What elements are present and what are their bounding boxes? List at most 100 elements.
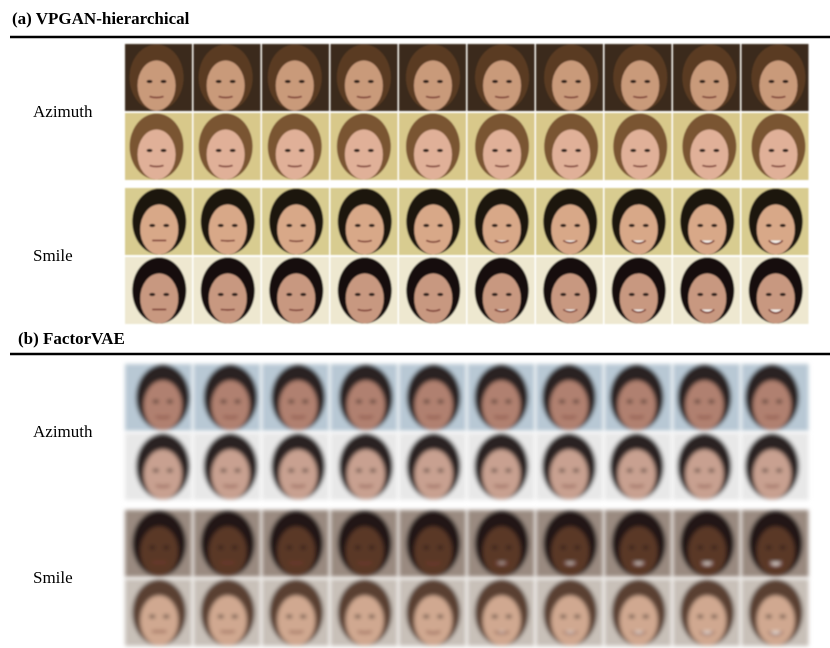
face-image bbox=[741, 188, 809, 255]
face-image bbox=[741, 579, 809, 646]
face-image bbox=[536, 113, 603, 180]
eye bbox=[713, 79, 720, 84]
face bbox=[685, 449, 724, 500]
mouth bbox=[494, 308, 510, 313]
eye bbox=[353, 79, 360, 84]
eye bbox=[422, 79, 429, 84]
mouth bbox=[494, 164, 510, 168]
eye bbox=[776, 468, 783, 473]
eye bbox=[437, 399, 444, 404]
eye bbox=[354, 292, 361, 297]
mouth bbox=[289, 561, 304, 565]
eye bbox=[630, 148, 637, 153]
eye bbox=[644, 148, 651, 153]
eye bbox=[782, 148, 789, 153]
face-image bbox=[330, 44, 398, 111]
face-image bbox=[330, 579, 398, 646]
eye bbox=[626, 399, 633, 404]
face bbox=[143, 380, 182, 431]
face bbox=[277, 204, 316, 255]
section-title: (a) VPGAN-hierarchical bbox=[12, 9, 190, 28]
row-label: Azimuth bbox=[33, 422, 93, 441]
eye bbox=[768, 79, 775, 84]
eye bbox=[779, 545, 786, 550]
eye bbox=[284, 148, 291, 153]
face-image bbox=[673, 113, 740, 180]
face bbox=[621, 129, 660, 180]
eye bbox=[423, 614, 430, 619]
mouth bbox=[562, 239, 578, 244]
face bbox=[275, 129, 314, 180]
eye bbox=[354, 614, 361, 619]
eye bbox=[166, 399, 173, 404]
face-image bbox=[536, 188, 603, 255]
face bbox=[756, 595, 795, 646]
face-image bbox=[467, 188, 535, 255]
eye bbox=[286, 292, 293, 297]
eye bbox=[284, 79, 291, 84]
eye bbox=[146, 79, 153, 84]
face-image bbox=[193, 510, 261, 577]
face-image bbox=[536, 257, 603, 324]
face bbox=[140, 595, 179, 646]
eye bbox=[492, 79, 499, 84]
eye bbox=[782, 79, 789, 84]
face-image bbox=[673, 433, 740, 500]
eye bbox=[711, 223, 718, 228]
eye bbox=[298, 79, 305, 84]
eye bbox=[559, 399, 566, 404]
eye bbox=[779, 614, 786, 619]
face-image bbox=[262, 188, 329, 255]
eye bbox=[354, 545, 361, 550]
mouth bbox=[291, 484, 306, 488]
face-image bbox=[741, 364, 809, 431]
mouth bbox=[425, 308, 441, 312]
eye bbox=[491, 223, 498, 228]
eye bbox=[505, 614, 512, 619]
eye bbox=[697, 292, 704, 297]
eye bbox=[642, 223, 649, 228]
face bbox=[208, 526, 247, 577]
face bbox=[208, 273, 247, 324]
eye bbox=[368, 614, 375, 619]
eye bbox=[163, 223, 170, 228]
eye bbox=[765, 545, 772, 550]
eye bbox=[436, 148, 443, 153]
face bbox=[208, 595, 247, 646]
face bbox=[211, 449, 250, 500]
mouth bbox=[494, 630, 510, 635]
face bbox=[756, 273, 795, 324]
face bbox=[617, 380, 656, 431]
face-image bbox=[262, 44, 329, 111]
face-image bbox=[262, 579, 329, 646]
face-image bbox=[193, 188, 261, 255]
face-image bbox=[673, 364, 740, 431]
eye bbox=[491, 468, 498, 473]
eye bbox=[765, 292, 772, 297]
mouth bbox=[697, 484, 712, 488]
face-image bbox=[604, 433, 672, 500]
face-image bbox=[741, 113, 809, 180]
face-image bbox=[330, 433, 398, 500]
mouth bbox=[358, 415, 374, 419]
mouth bbox=[357, 630, 373, 634]
eye bbox=[699, 148, 706, 153]
eye bbox=[505, 223, 512, 228]
face-image bbox=[330, 510, 398, 577]
face bbox=[552, 129, 591, 180]
face bbox=[482, 526, 521, 577]
eye bbox=[353, 148, 360, 153]
face bbox=[551, 526, 590, 577]
mouth bbox=[358, 484, 374, 488]
eye bbox=[505, 468, 512, 473]
eye bbox=[146, 148, 153, 153]
eye bbox=[160, 148, 167, 153]
face bbox=[413, 129, 452, 180]
eye bbox=[697, 614, 704, 619]
face bbox=[414, 595, 453, 646]
eye bbox=[217, 292, 224, 297]
mouth bbox=[357, 308, 373, 312]
face-image bbox=[193, 257, 261, 324]
face-image bbox=[604, 44, 672, 111]
face-image bbox=[604, 579, 672, 646]
